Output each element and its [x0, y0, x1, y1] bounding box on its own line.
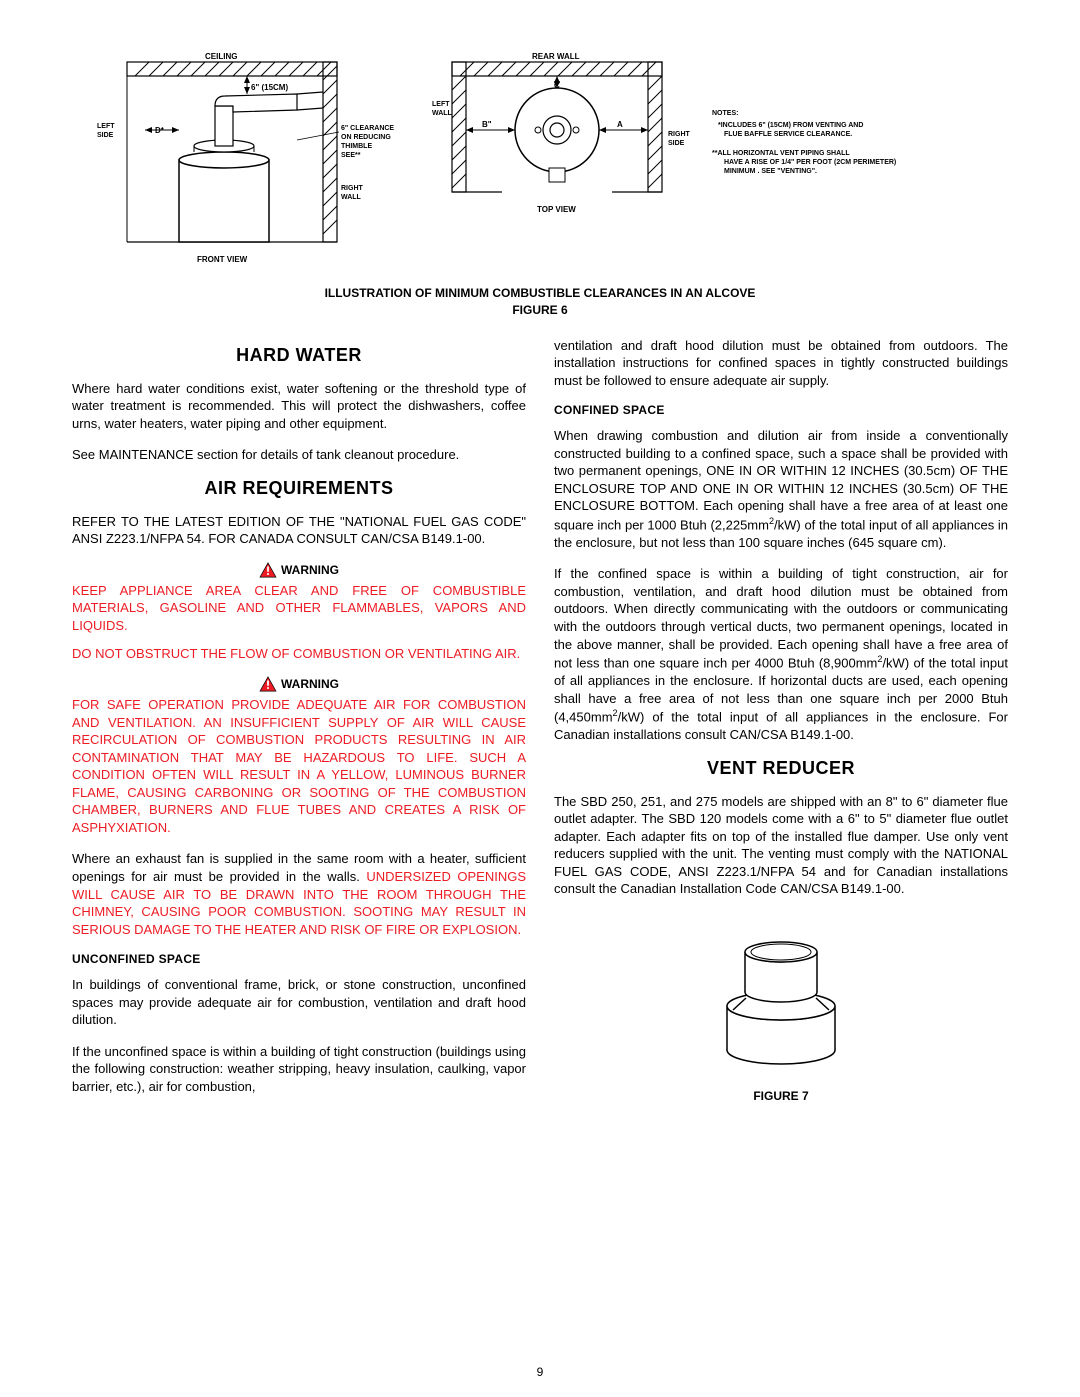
vent-reducer-p: The SBD 250, 251, and 275 models are shi…	[554, 793, 1008, 898]
svg-text:A: A	[617, 120, 623, 129]
figure6-caption: ILLUSTRATION OF MINIMUM COMBUSTIBLE CLEA…	[72, 285, 1008, 319]
svg-text:LEFT: LEFT	[97, 123, 115, 130]
confined-p1: When drawing combustion and dilution air…	[554, 427, 1008, 551]
svg-text:SEE**: SEE**	[341, 152, 361, 159]
page-number: 9	[0, 1365, 1080, 1379]
warning2-text: FOR SAFE OPERATION PROVIDE ADEQUATE AIR …	[72, 696, 526, 836]
hard-water-p1: Where hard water conditions exist, water…	[72, 380, 526, 433]
warning-icon	[259, 676, 277, 692]
right-column: ventilation and draft hood dilution must…	[554, 337, 1008, 1103]
svg-text:WALL: WALL	[432, 110, 453, 117]
svg-text:FLUE BAFFLE SERVICE CLEARANCE.: FLUE BAFFLE SERVICE CLEARANCE.	[724, 131, 852, 138]
svg-text:SIDE: SIDE	[668, 140, 685, 147]
unconfined-p2: If the unconfined space is within a buil…	[72, 1043, 526, 1096]
air-req-heading: AIR REQUIREMENTS	[72, 478, 526, 499]
continuation-p: ventilation and draft hood dilution must…	[554, 337, 1008, 390]
svg-text:C: C	[554, 81, 560, 90]
confined-heading: CONFINED SPACE	[554, 403, 1008, 417]
warning-icon	[259, 562, 277, 578]
svg-text:D*: D*	[155, 126, 165, 135]
svg-text:LEFT: LEFT	[432, 101, 450, 108]
svg-text:TOP VIEW: TOP VIEW	[537, 205, 576, 214]
warning-label-1: WARNING	[72, 562, 526, 578]
warning1-text-a: KEEP APPLIANCE AREA CLEAR AND FREE OF CO…	[72, 582, 526, 635]
hard-water-p2: See MAINTENANCE section for details of t…	[72, 446, 526, 464]
unconfined-p1: In buildings of conventional frame, bric…	[72, 976, 526, 1029]
clearance-diagram: CEILING 6" (15CM) LEFT SIDE D* 6" CLEARAN…	[72, 50, 1008, 275]
svg-text:SIDE: SIDE	[97, 132, 114, 139]
svg-text:WALL: WALL	[341, 194, 362, 201]
left-column: HARD WATER Where hard water conditions e…	[72, 337, 526, 1103]
unconfined-heading: UNCONFINED SPACE	[72, 952, 526, 966]
warning-label-2: WARNING	[72, 676, 526, 692]
svg-text:MINIMUM . SEE "VENTING".: MINIMUM . SEE "VENTING".	[724, 168, 817, 175]
svg-text:FRONT VIEW: FRONT VIEW	[197, 255, 248, 264]
warning1-text-b: DO NOT OBSTRUCT THE FLOW OF COMBUSTION O…	[72, 645, 526, 663]
svg-text:6" CLEARANCE: 6" CLEARANCE	[341, 125, 394, 132]
svg-text:6" (15CM): 6" (15CM)	[251, 83, 288, 92]
svg-text:**ALL HORIZONTAL VENT PIPING S: **ALL HORIZONTAL VENT PIPING SHALL	[712, 150, 850, 157]
svg-text:CEILING: CEILING	[205, 52, 237, 61]
svg-text:THIMBLE: THIMBLE	[341, 143, 372, 150]
svg-text:REAR WALL: REAR WALL	[532, 52, 580, 61]
svg-text:RIGHT: RIGHT	[341, 185, 364, 192]
vent-reducer-heading: VENT REDUCER	[554, 758, 1008, 779]
confined-p2: If the confined space is within a buildi…	[554, 565, 1008, 743]
svg-text:HAVE A RISE OF 1/4" PER FOOT (: HAVE A RISE OF 1/4" PER FOOT (2CM PERIME…	[724, 159, 896, 166]
svg-text:B": B"	[482, 120, 492, 129]
svg-text:ON REDUCING: ON REDUCING	[341, 134, 391, 141]
figure7-label: FIGURE 7	[554, 1089, 1008, 1103]
svg-text:RIGHT: RIGHT	[668, 131, 691, 138]
svg-text:*INCLUDES 6" (15CM) FROM VENTI: *INCLUDES 6" (15CM) FROM VENTING AND	[718, 122, 863, 129]
exhaust-para: Where an exhaust fan is supplied in the …	[72, 850, 526, 938]
hard-water-heading: HARD WATER	[72, 345, 526, 366]
figure7: FIGURE 7	[554, 918, 1008, 1103]
air-req-p1: REFER TO THE LATEST EDITION OF THE "NATI…	[72, 513, 526, 548]
svg-text:NOTES:: NOTES:	[712, 110, 738, 117]
